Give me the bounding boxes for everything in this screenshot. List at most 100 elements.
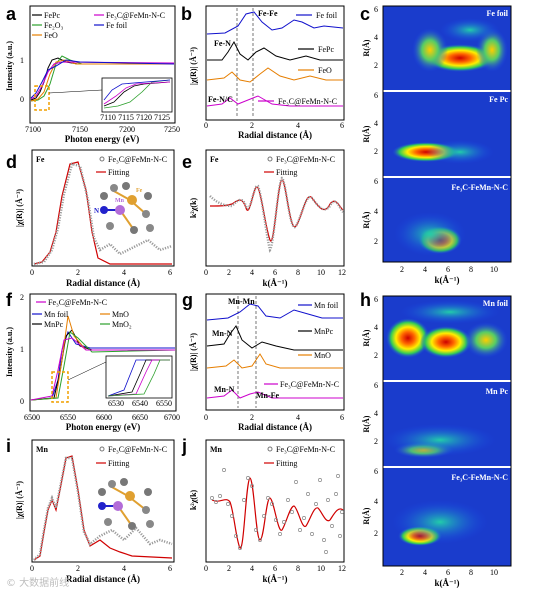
- xtick-e-0: 0: [204, 268, 208, 277]
- ytick-c-a: 2: [374, 61, 378, 70]
- wt-cool-2: [426, 140, 494, 164]
- legend-f-1: Mn foil: [44, 310, 69, 319]
- element-d: Fe: [36, 155, 45, 164]
- xlabel-f: Photon energy (eV): [66, 422, 140, 432]
- xtick-b-3: 6: [340, 121, 344, 130]
- ylabel-g: |χ(R)| (Å⁻³): [189, 333, 198, 371]
- curve-fe3c-g: [206, 389, 343, 399]
- legend-marker-j: [267, 446, 273, 452]
- wt-warm-3: [464, 322, 508, 358]
- panel-f: f 0 1 2 6500 6550 6600 6650 6700 Photon …: [5, 290, 180, 432]
- xtick-c-0: 2: [400, 265, 404, 274]
- ytick-c-b: 4: [374, 33, 378, 42]
- curve-fe3c-b: [206, 95, 343, 107]
- xlabel-g: Radial distance (Å): [238, 422, 312, 432]
- panel-a: a 0 1 7100 7150 7200 7250 Photon energy …: [5, 4, 180, 144]
- xtick-d-0: 0: [30, 268, 34, 277]
- legend-b-3: Fe₃C@FeMn-N-C: [278, 97, 337, 106]
- legend-marker-d: [99, 156, 105, 162]
- map-label-c-0: Fe foil: [486, 9, 508, 18]
- legend-fepc: FePc: [44, 11, 60, 20]
- ytick-c-f: 6: [374, 91, 378, 100]
- xtick-f-0: 6500: [24, 413, 40, 422]
- xtick-f-3: 6650: [132, 413, 148, 422]
- xtick-h-0: 2: [400, 568, 404, 577]
- ytick-h-f: 6: [374, 381, 378, 390]
- zoom-box-a: [34, 85, 50, 111]
- annot-mn-fe: Mn-Fe: [256, 391, 280, 400]
- panel-label-a: a: [6, 4, 17, 24]
- legend-g-3: Fe₃C@FeMn-N-C: [280, 380, 339, 389]
- curve-mno-g: [206, 353, 343, 369]
- xtick-h-2: 6: [446, 568, 450, 577]
- legend-g-0: Mn foil: [314, 301, 339, 310]
- xtick-i-0: 0: [30, 564, 34, 573]
- fit-curve-j: [211, 477, 344, 549]
- xtick-c-1: 4: [423, 265, 427, 274]
- ylabel-c-2: R(Å): [362, 125, 371, 142]
- ytick-f-0: 0: [20, 397, 24, 406]
- zoom-line-a: [48, 89, 103, 94]
- xtick-f-2: 6600: [96, 413, 112, 422]
- legend-fe2o3: Fe₂O₃: [44, 21, 64, 30]
- inset-tick-a-2: 7120: [136, 113, 152, 122]
- legend-marker-i: [99, 446, 105, 452]
- inset-curve-a2: [103, 79, 171, 109]
- wt-map-fe-pc: [383, 92, 511, 176]
- curve-mnpc-g: [206, 325, 343, 351]
- wt-cool-6: [392, 500, 488, 544]
- plot-frame-f: [29, 293, 177, 412]
- plot-frame-d: [31, 149, 175, 267]
- xtick-j-5: 10: [317, 564, 325, 573]
- curve-mno2: [30, 331, 176, 401]
- legend-j-0: Fe₃C@FeMn-N-C: [276, 445, 335, 454]
- element-j: Mn: [210, 445, 223, 454]
- ytick-h-e: 4: [374, 409, 378, 418]
- element-i: Mn: [36, 445, 49, 454]
- ylabel-j: k²χ(k): [189, 490, 198, 511]
- xtick-b-2: 4: [296, 121, 300, 130]
- ytick-c-e: 4: [374, 119, 378, 128]
- curve-fe-foil-a: [30, 59, 175, 99]
- xtick-f-1: 6550: [60, 413, 76, 422]
- curve-fepc-b: [207, 40, 343, 61]
- xtick-i-3: 6: [168, 564, 172, 573]
- panel-i: i Mn 0 2 4 6 Radial distance (Å) |χ(R)| …: [6, 436, 175, 584]
- wt-cool-3: [394, 212, 466, 256]
- plot-frame-b: [205, 5, 345, 121]
- xtick-b-0: 0: [204, 121, 208, 130]
- xlabel-j: k(Å⁻¹): [263, 574, 288, 584]
- panel-c: c Fe foil Fe Pc Fe₃C-FeMn-N-C 2 4 6 2 4 …: [360, 4, 512, 285]
- plot-frame-h: [382, 295, 512, 567]
- legend-b-1: FePc: [318, 45, 334, 54]
- xlabel-i: Radial distance (Å): [66, 574, 140, 584]
- xtick-h-1: 4: [423, 568, 427, 577]
- inset-tick-f-2: 6550: [156, 399, 172, 408]
- xtick-a-3: 7250: [164, 125, 180, 134]
- zoom-line-f: [67, 361, 107, 381]
- xlabel-e: k(Å⁻¹): [263, 278, 288, 288]
- xtick-d-2: 4: [122, 268, 126, 277]
- ylabel-c-3: R(Å): [362, 211, 371, 228]
- xtick-j-2: 4: [250, 564, 254, 573]
- panel-label-i: i: [6, 436, 11, 456]
- exp-curve-d: [33, 162, 173, 266]
- legend-f-4: MnO₂: [112, 320, 132, 329]
- xtick-g-2: 4: [296, 413, 300, 422]
- ylabel-e: k²χ(k): [189, 198, 198, 219]
- legend-d-0: Fe₃C@FeMn-N-C: [108, 155, 167, 164]
- xlabel-h: k(Å⁻¹): [435, 578, 460, 588]
- legend-j-1: Fitting: [276, 459, 297, 468]
- ylabel-c-1: R(Å): [362, 39, 371, 56]
- ytick-h-g: 2: [374, 529, 378, 538]
- xtick-g-0: 0: [204, 413, 208, 422]
- panel-label-f: f: [6, 290, 13, 310]
- inset-curve-a4: [103, 79, 171, 101]
- panel-g: g 0 2 4 6 Radial distance (Å) |χ(R)| (Å⁻…: [182, 290, 345, 432]
- legend-feo: FeO: [44, 31, 58, 40]
- ylabel-h-2: R(Å): [362, 415, 371, 432]
- inset-tick-a-0: 7110: [100, 113, 116, 122]
- ytick-c-i: 6: [374, 177, 378, 186]
- xtick-e-6: 12: [338, 268, 346, 277]
